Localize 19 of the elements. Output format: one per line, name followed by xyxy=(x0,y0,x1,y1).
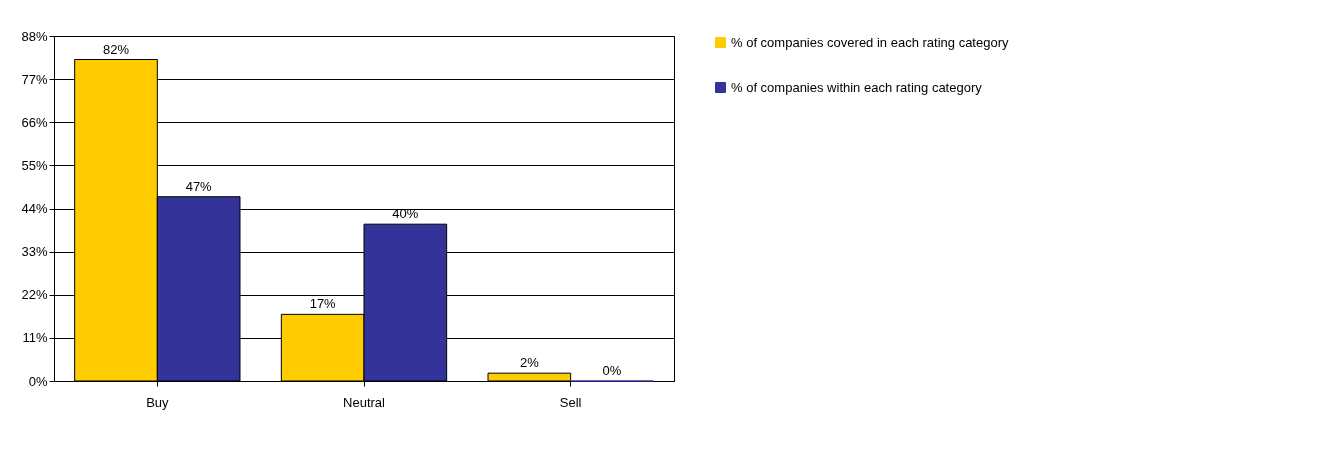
y-tick-label: 66% xyxy=(21,114,48,130)
y-tick-label: 88% xyxy=(21,28,48,44)
data-label: 47% xyxy=(185,178,213,194)
x-tick-label: Neutral xyxy=(343,394,386,410)
y-tick-label: 0% xyxy=(28,373,48,389)
y-tick-label: 44% xyxy=(21,201,48,216)
data-label: 2% xyxy=(519,355,540,371)
data-label: 17% xyxy=(309,296,337,312)
y-tick-label: 11% xyxy=(22,330,48,346)
x-tick-label: Buy xyxy=(146,394,170,410)
y-tick-label: 55% xyxy=(21,157,48,173)
data-label: 82% xyxy=(102,41,130,57)
y-tick-label: 33% xyxy=(21,244,48,260)
legend-label: % of companies covered in each rating category xyxy=(731,34,1009,50)
data-label: 0% xyxy=(602,363,622,378)
y-tick-label: 77% xyxy=(21,71,48,87)
x-tick-label: Sell xyxy=(559,394,582,410)
legend-label: % of companies within each rating category xyxy=(731,79,983,95)
y-tick-label: 22% xyxy=(21,287,48,303)
